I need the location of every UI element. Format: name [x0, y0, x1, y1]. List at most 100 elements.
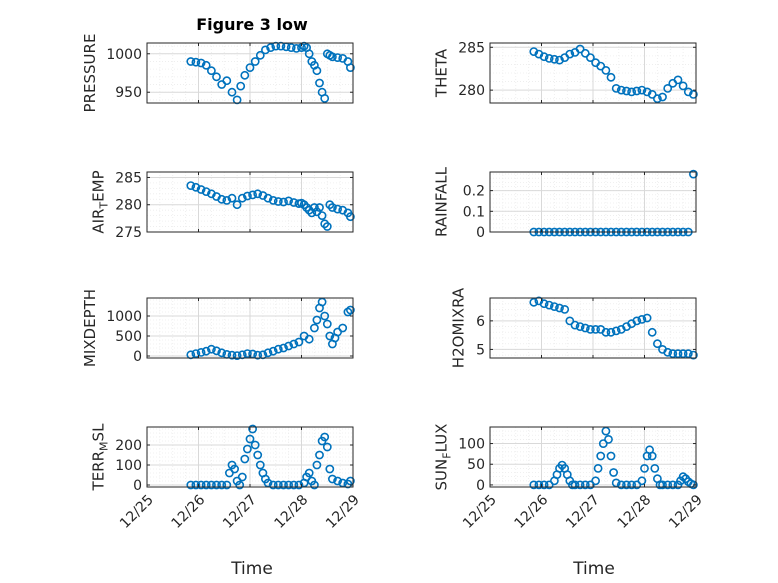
y-tick-label: 0: [133, 478, 142, 494]
data-point: [586, 53, 595, 62]
x-axis-label-left: Time: [230, 559, 273, 579]
y-tick-label: 285: [115, 170, 142, 186]
data-point: [668, 349, 678, 359]
data-point: [255, 460, 265, 470]
data-point: [191, 349, 201, 358]
data-point: [279, 480, 288, 490]
rainfall-axes: 0 0.1 0.2 RAINFALL: [433, 166, 698, 241]
data-point: [289, 480, 299, 490]
data-point: [266, 43, 275, 52]
data-point: [196, 185, 206, 194]
data-point: [294, 337, 304, 347]
data-point: [322, 319, 332, 329]
data-point: [689, 350, 698, 360]
data-point: [575, 322, 585, 331]
data-point: [689, 90, 698, 99]
y-axis-label: TERRMSL: [90, 423, 111, 492]
data-point: [222, 76, 232, 86]
data-point: [539, 52, 549, 62]
data-point: [263, 348, 273, 358]
y-tick-label: 6: [476, 314, 485, 330]
data-point: [230, 464, 239, 474]
data-point: [245, 63, 255, 72]
data-point: [622, 480, 631, 490]
data-point: [632, 316, 642, 326]
data-point: [196, 58, 206, 68]
data-point: [606, 327, 616, 337]
data-point: [550, 302, 559, 311]
y-tick-label: 100: [115, 458, 142, 474]
data-point: [304, 49, 314, 59]
y-tick-label: 285: [458, 40, 485, 56]
y-axis-label: RAINFALL: [433, 166, 451, 237]
data-point: [338, 323, 348, 333]
data-point: [658, 480, 667, 490]
data-point: [650, 463, 660, 473]
data-point: [642, 87, 652, 97]
data-point: [586, 324, 595, 334]
y-tick-label: 100: [458, 437, 485, 453]
data-point: [683, 87, 693, 97]
data-point: [345, 212, 355, 222]
y-tick-label: 200: [115, 438, 142, 454]
data-point: [201, 187, 211, 196]
data-point: [632, 86, 642, 96]
data-point: [315, 78, 324, 88]
data-series: [529, 296, 698, 360]
data-point: [539, 480, 549, 490]
data-point: [196, 347, 206, 357]
data-point: [236, 81, 246, 91]
data-point: [253, 350, 263, 360]
data-point: [227, 350, 237, 360]
data-point: [263, 193, 273, 203]
data-point: [658, 92, 667, 102]
data-point: [222, 195, 232, 205]
data-point: [550, 54, 559, 64]
data-point: [212, 480, 221, 490]
y-tick-label: 1000: [106, 47, 142, 63]
data-point: [235, 480, 245, 490]
data-point: [320, 94, 330, 103]
data-point: [637, 314, 647, 324]
data-point: [304, 468, 314, 478]
data-point: [327, 203, 337, 212]
data-point: [663, 347, 673, 357]
data-point: [668, 480, 678, 490]
data-point: [253, 450, 263, 460]
data-point: [268, 346, 278, 356]
y-tick-label: 0.2: [463, 184, 485, 200]
data-point: [294, 480, 304, 490]
data-point: [186, 57, 196, 66]
data-point: [250, 57, 260, 66]
data-point: [206, 344, 216, 354]
data-point: [609, 468, 618, 477]
data-point: [601, 327, 611, 337]
data-point: [647, 327, 657, 337]
theta-axes: 280 285 THETA: [433, 40, 698, 104]
data-point: [237, 193, 247, 203]
data-point: [217, 480, 227, 490]
data-point: [653, 94, 662, 104]
major-grid: [489, 427, 697, 487]
x-tick-label: 12/26: [512, 492, 552, 532]
data-point: [260, 45, 270, 55]
data-point: [320, 311, 330, 321]
data-point: [191, 182, 201, 192]
y-tick-label: 5: [476, 342, 485, 358]
data-point: [689, 480, 698, 490]
x-tick-label: 12/26: [169, 492, 209, 532]
data-series: [186, 41, 355, 105]
data-point: [678, 349, 688, 359]
data-point: [191, 480, 201, 490]
y-axis-label: SUNFLUX: [433, 424, 454, 491]
data-point: [689, 169, 698, 179]
x-tick-label: 12/27: [220, 492, 260, 532]
data-point: [555, 303, 564, 313]
y-tick-label: 950: [115, 85, 142, 101]
data-point: [591, 324, 600, 334]
data-point: [217, 348, 227, 358]
y-tick-label: 500: [115, 329, 142, 345]
data-point: [186, 480, 196, 490]
